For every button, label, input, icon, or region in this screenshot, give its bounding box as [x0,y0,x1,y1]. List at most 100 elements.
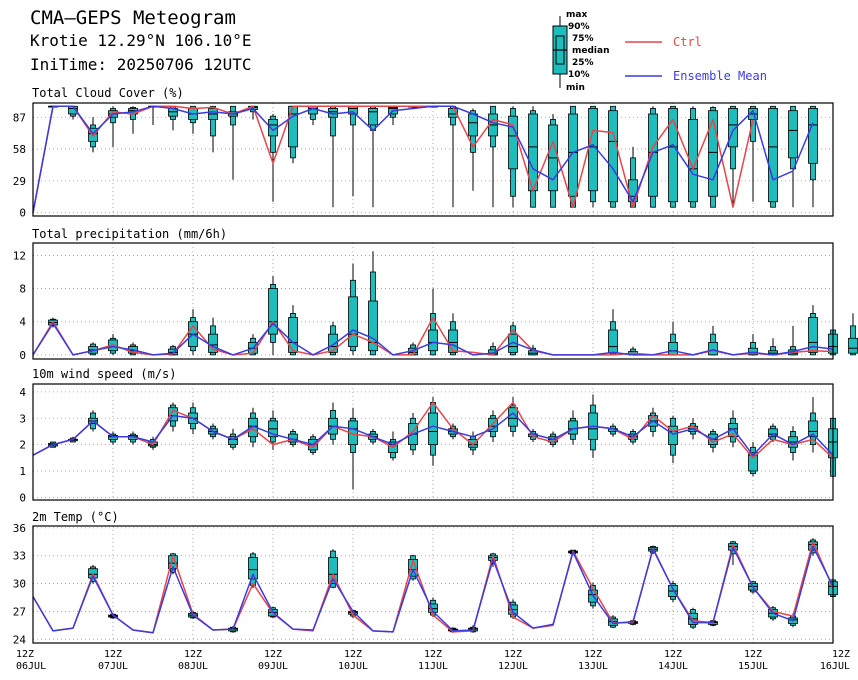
box-25-75 [648,113,658,197]
x-tick-date: 13JUL [578,661,608,672]
legend-box-label: min [566,83,585,93]
box-10-90 [210,105,216,137]
box-25-75 [328,557,338,584]
x-tick-hour: 12Z [184,649,202,660]
y-tick-label: 27 [13,605,26,618]
legend-mean-label: Ensemble Mean [673,69,767,83]
panel-title: 10m wind speed (m/s) [32,367,177,381]
box-25-75 [808,317,818,353]
x-tick-hour: 12Z [344,649,362,660]
y-tick-label: 58 [13,143,26,156]
box-25-75 [428,412,438,446]
y-tick-label: 4 [19,316,26,329]
x-tick-hour: 12Z [424,649,442,660]
x-tick-date: 12JUL [498,661,528,672]
y-tick-label: 0 [19,349,26,362]
x-tick-date: 06JUL [16,661,46,672]
box-25-75 [708,110,718,197]
box-25-75 [668,108,678,203]
box-25-75 [348,296,358,347]
box-25-75 [448,329,458,353]
mean-line [32,545,834,634]
box-25-75 [268,288,278,335]
legend-box-label: 10% [568,70,590,80]
panel-title: 2m Temp (°C) [32,510,119,524]
ctrl-line [32,401,834,459]
x-tick-date: 16JUL [820,661,850,672]
box-25-75 [368,300,378,352]
box-25-75 [608,329,618,354]
x-tick-date: 08JUL [178,661,208,672]
box-25-75 [468,438,478,448]
y-tick-label: 1 [19,465,26,478]
initime: IniTime: 20250706 12UTC [30,55,252,74]
x-tick-hour: 12Z [104,649,122,660]
box-25-75 [368,108,378,126]
box-25-75 [448,108,458,118]
box-25-75 [808,108,818,164]
legend-box-label: 90% [568,22,590,32]
box-25-75 [708,342,718,356]
box-25-75 [508,333,518,353]
y-tick-label: 2 [19,439,26,452]
box-25-75 [668,342,678,356]
y-tick-label: 12 [13,249,26,262]
box-25-75 [728,423,738,438]
title: CMA—GEPS Meteogram [30,7,236,29]
x-tick-hour: 12Z [16,649,34,660]
legend-box-label: 75% [572,34,594,44]
y-tick-label: 8 [19,283,26,296]
legend-box-label: max [566,10,587,20]
box-25-75 [408,559,418,577]
box-25-75 [608,110,618,203]
x-tick-date: 15JUL [738,661,768,672]
y-tick-label: 24 [13,633,27,646]
location: Krotie 12.29°N 106.10°E [30,31,252,50]
box-25-75 [248,557,258,580]
box-25-75 [728,108,738,148]
box-25-75 [768,428,778,438]
x-tick-date: 09JUL [258,661,288,672]
mean-line [32,412,834,456]
x-tick-date: 11JUL [418,661,448,672]
panel-title: Total precipitation (mm/6h) [32,227,227,241]
y-tick-label: 36 [13,522,26,535]
panel-frame [32,383,834,501]
y-tick-label: 3 [19,412,26,425]
y-tick-label: 29 [13,175,26,188]
y-tick-label: 30 [13,578,26,591]
box-25-75 [808,420,818,438]
box-25-75 [768,108,778,203]
y-tick-label: 0 [19,207,26,220]
x-tick-hour: 12Z [664,649,682,660]
y-tick-label: 0 [19,491,26,504]
panel-title: Total Cloud Cover (%) [32,86,184,100]
x-tick-hour: 12Z [832,649,850,660]
x-tick-date: 10JUL [338,661,368,672]
x-tick-date: 14JUL [658,661,688,672]
box-10-90 [750,105,756,142]
panel-frame [32,525,834,644]
box-25-75 [748,452,758,472]
box-25-75 [508,115,518,170]
box-25-75 [568,113,578,197]
x-tick-hour: 12Z [264,649,282,660]
ctrl-line [32,541,834,634]
legend-ctrl-label: Ctrl [673,35,702,49]
box-25-75 [228,436,238,446]
mean-line [32,322,834,356]
box-25-75 [688,119,698,203]
box-25-75 [788,110,798,159]
box-25-75 [288,105,298,148]
mean-line [32,105,814,213]
x-tick-hour: 12Z [504,649,522,660]
y-tick-label: 4 [19,386,26,399]
legend-box-label: 25% [572,58,594,68]
box-25-75 [748,347,758,356]
panel-frame [32,242,834,360]
x-tick-date: 07JUL [98,661,128,672]
y-tick-label: 87 [13,111,26,124]
y-tick-label: 33 [13,550,26,563]
x-tick-hour: 12Z [744,649,762,660]
